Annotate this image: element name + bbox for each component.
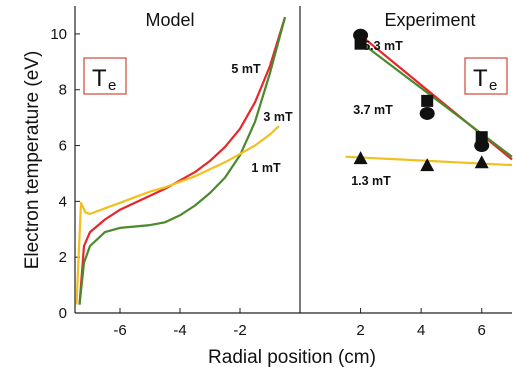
triangle-marker — [474, 155, 489, 169]
experiment-te-badge-main: T — [473, 65, 488, 92]
curve-label: 3 mT — [263, 110, 293, 124]
y-tick-label: 4 — [59, 193, 67, 210]
model-panel-title: Model — [145, 10, 194, 30]
chart-labels: 0 2 4 6 8 10 -6 -4 -2 2 4 6 5 mT 3 mT 1 mT 5.3 mT 3.7 mT… — [50, 26, 508, 339]
triangle-marker — [353, 151, 368, 165]
x-tick-label: -2 — [233, 322, 246, 339]
circle-marker — [474, 139, 490, 153]
experiment-series-label: 3.7 mT — [353, 103, 393, 117]
y-axis-title: Electron temperature (eV) — [22, 51, 43, 270]
experiment-te-badge-sub: e — [489, 77, 497, 94]
model-te-badge-frame — [83, 57, 127, 95]
experiment-panel-title: Experiment — [384, 10, 475, 30]
y-tick-label: 8 — [59, 82, 67, 99]
triangle-marker — [420, 158, 435, 172]
circle-marker — [419, 106, 435, 120]
curve-label: 1 mT — [251, 161, 281, 175]
circle-marker — [353, 28, 369, 42]
y-tick-label: 10 — [50, 26, 67, 43]
experiment-te-badge-frame — [464, 57, 508, 95]
model-te-badge-main: T — [92, 65, 107, 92]
model-curve — [75, 125, 280, 305]
square-marker — [421, 94, 434, 107]
x-tick-label: 6 — [478, 322, 486, 339]
curve-label: 5 mT — [231, 62, 261, 76]
y-tick-label: 2 — [59, 249, 67, 266]
x-axis-title: Radial position (cm) — [208, 347, 376, 368]
x-tick-label: -4 — [173, 322, 186, 339]
model-curves — [75, 16, 287, 305]
chart-frame — [74, 6, 512, 314]
experiment-series-label: 5.3 mT — [363, 39, 403, 53]
x-tick-label: -6 — [113, 322, 126, 339]
model-curve — [78, 16, 287, 305]
experiment-markers — [353, 28, 490, 172]
y-tick-label: 0 — [59, 305, 67, 322]
x-tick-label: 2 — [356, 322, 364, 339]
model-te-badge-sub: e — [108, 77, 116, 94]
x-tick-label: 4 — [417, 322, 425, 339]
y-tick-label: 6 — [59, 138, 67, 155]
experiment-series-label: 1.3 mT — [351, 174, 391, 188]
